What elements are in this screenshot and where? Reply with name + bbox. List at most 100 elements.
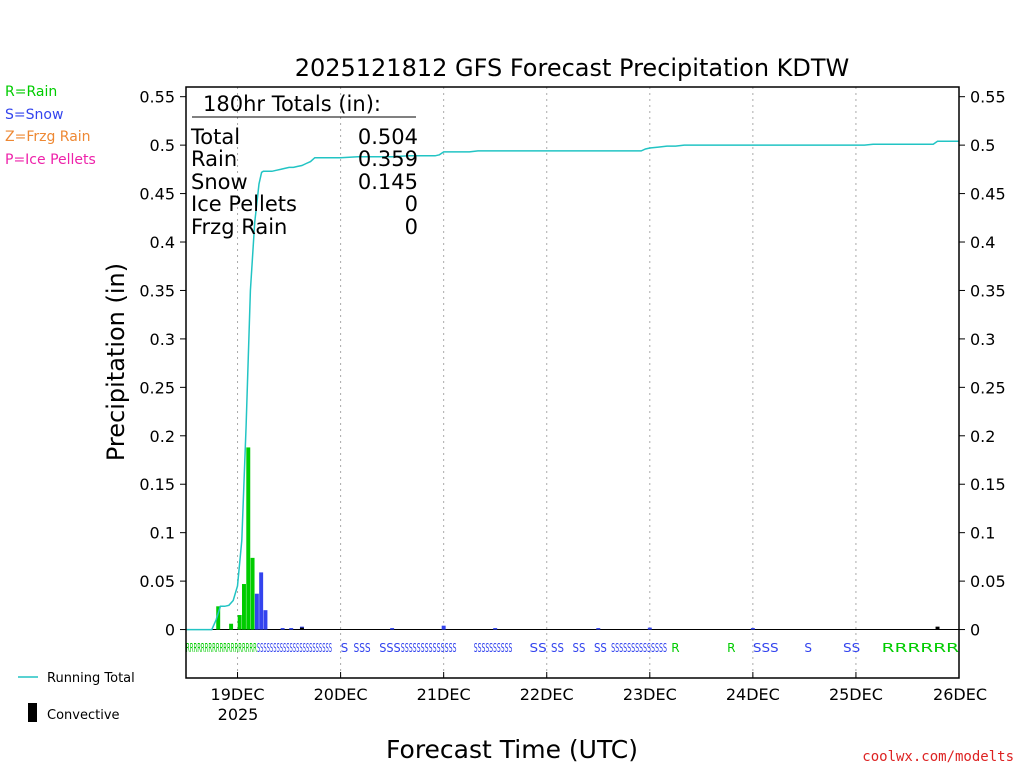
totals-row-value: 0: [405, 192, 418, 216]
y-tick-label-left: 0.05: [139, 572, 175, 591]
y-tick-label-right: 0.4: [970, 233, 995, 252]
axes: [185, 86, 960, 679]
rain-bar: [229, 623, 234, 630]
totals-row-value: 0: [405, 215, 418, 239]
legend-rain: R=Rain: [5, 84, 57, 100]
legend-convective-swatch: [28, 703, 37, 722]
totals-box: 180hr Totals (in): Total 0.504 Rain 0.35…: [190, 92, 418, 239]
ptype-letters: SSSSSSSSSSSSSSSSSSSSSSS: [257, 641, 332, 655]
x-tick-label: 20DEC: [314, 685, 368, 704]
rain-bar: [241, 584, 246, 630]
y-tick-label-left: 0.4: [150, 233, 175, 252]
ptype-letters: SSSSSSSSSS: [474, 641, 513, 655]
x-tick-label: 21DEC: [417, 685, 471, 704]
legend-snow: S=Snow: [5, 107, 63, 123]
precip-bars: [186, 447, 959, 631]
y-tick-label-right: 0.35: [970, 281, 1006, 300]
y-tick-label-left: 0.5: [150, 136, 175, 155]
snow-bar: [441, 625, 446, 630]
y-tick-label-left: 0.1: [150, 524, 175, 543]
ptype-letters: S: [804, 641, 812, 655]
totals-row-label: Total: [190, 125, 240, 149]
snow-bar: [259, 572, 264, 630]
ptype-letters: SSSSSSSSSSSSSS: [611, 641, 667, 655]
ptype-letters: SSS: [353, 641, 370, 655]
snow-bar: [647, 627, 652, 630]
y-tick-label-right: 0.5: [970, 136, 995, 155]
ptype-letters: SSS: [379, 641, 400, 655]
chart-title: 2025121812 GFS Forecast Precipitation KD…: [295, 54, 850, 82]
rain-bar: [250, 557, 255, 630]
legend-ice-pellets: P=Ice Pellets: [5, 152, 96, 168]
totals-row-value: 0.504: [358, 125, 418, 149]
snow-bar: [263, 610, 268, 630]
ptype-letters: RRRRRRRRRRRRRRRRRRR: [186, 641, 257, 655]
snow-bar: [750, 628, 755, 630]
running-total-layer: [186, 140, 959, 631]
y-tick-label-right: 0.2: [970, 427, 995, 446]
y-tick-label-right: 0.15: [970, 475, 1006, 494]
rain-bar: [237, 615, 242, 630]
ptype-letters: R: [671, 641, 679, 655]
snow-bar: [280, 628, 285, 630]
convective-bar: [299, 627, 304, 630]
ptype-letters: RRRRRR: [882, 641, 959, 655]
ptype-letters: S: [341, 641, 349, 655]
gridlines: [237, 87, 857, 678]
y-tick-label-left: 0.15: [139, 475, 175, 494]
ptype-letters: SS: [594, 641, 607, 655]
rain-bar: [216, 606, 221, 630]
y-tick-label-right: 0.1: [970, 524, 995, 543]
ptype-letters: SS: [573, 641, 586, 655]
x-tick-label: 23DEC: [623, 685, 677, 704]
totals-row-label: Rain: [191, 147, 237, 171]
tick-labels: 0 00.05 0.050.1 0.10.15 0.150.2 0.20.25 0.250.…: [139, 88, 1005, 704]
totals-row-value: 0.359: [358, 147, 418, 171]
y-tick-label-left: 0.45: [139, 185, 175, 204]
running-total-line: [186, 140, 959, 631]
y-tick-label-right: 0.05: [970, 572, 1006, 591]
totals-row-value: 0.145: [358, 170, 418, 194]
totals-heading: 180hr Totals (in):: [203, 92, 381, 116]
legend-convective: Convective: [47, 708, 120, 723]
x-tick-label: 22DEC: [520, 685, 574, 704]
y-tick-label-left: 0: [165, 621, 175, 640]
ptype-letters: SSSSSSSSSSSSSS: [401, 641, 457, 655]
x-tick-label: 24DEC: [726, 685, 780, 704]
ptype-letters: R: [727, 641, 735, 655]
x-tick-label: 25DEC: [829, 685, 883, 704]
y-tick-label-left: 0.3: [150, 330, 175, 349]
snow-bar: [390, 628, 395, 630]
precip-type-letters: RRRRRRRRRRRRRRRRRRR SSSSSSSSSSSSSSSSSSSSS…: [186, 641, 959, 655]
y-tick-label-left: 0.35: [139, 281, 175, 300]
ptype-letters: SS: [843, 641, 860, 655]
y-tick-label-right: 0.3: [970, 330, 995, 349]
y-tick-label-left: 0.25: [139, 378, 175, 397]
y-tick-label-right: 0.25: [970, 378, 1006, 397]
y-tick-label-left: 0.2: [150, 427, 175, 446]
ptype-letters: SSS: [753, 641, 779, 655]
ptype-letters: SS: [530, 641, 547, 655]
x-axis-label: Forecast Time (UTC): [386, 735, 638, 764]
snow-bar: [254, 593, 259, 630]
x-tick-label: 26DEC: [933, 685, 987, 704]
site-credit: coolwx.com/modelts: [862, 749, 1014, 765]
x-tick-label: 19DEC: [211, 685, 265, 704]
totals-row-label: Ice Pellets: [191, 192, 297, 216]
legend-frzg-rain: Z=Frzg Rain: [5, 129, 91, 145]
y-tick-label-left: 0.55: [139, 88, 175, 107]
totals-row-label: Frzg Rain: [191, 215, 287, 239]
totals-row-label: Snow: [191, 170, 248, 194]
convective-bar: [935, 626, 940, 630]
ptype-letters: SS: [551, 641, 564, 655]
y-tick-label-right: 0: [970, 621, 980, 640]
snow-bar: [596, 628, 601, 630]
plot-frame: [185, 86, 960, 679]
y-tick-label-right: 0.55: [970, 88, 1006, 107]
y-axis-label: Precipitation (in): [102, 263, 130, 461]
snow-bar: [289, 628, 294, 630]
snow-bar: [493, 628, 498, 630]
legend-running-total: Running Total: [47, 671, 135, 686]
year-label: 2025: [218, 705, 259, 724]
